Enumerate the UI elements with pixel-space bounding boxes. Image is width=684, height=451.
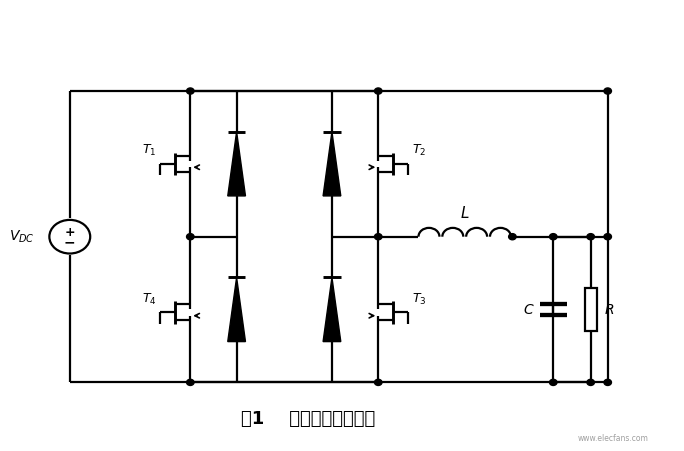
- Circle shape: [587, 234, 594, 240]
- Text: $T_1$: $T_1$: [142, 143, 157, 158]
- Text: 图1    逆变器主电路拓扑: 图1 逆变器主电路拓扑: [241, 410, 376, 428]
- Polygon shape: [228, 277, 246, 341]
- Circle shape: [604, 88, 611, 94]
- Text: $R$: $R$: [603, 303, 614, 317]
- Circle shape: [587, 379, 594, 386]
- Text: $V_{DC}$: $V_{DC}$: [9, 229, 34, 245]
- Text: $T_4$: $T_4$: [142, 292, 157, 307]
- Circle shape: [604, 234, 611, 240]
- Circle shape: [509, 234, 516, 240]
- Circle shape: [375, 234, 382, 240]
- Text: $C$: $C$: [523, 303, 534, 317]
- Bar: [585, 288, 597, 331]
- Text: $T_3$: $T_3$: [412, 292, 426, 307]
- Circle shape: [187, 88, 194, 94]
- Text: $L$: $L$: [460, 205, 469, 221]
- Polygon shape: [323, 132, 341, 196]
- Polygon shape: [323, 277, 341, 341]
- Text: +: +: [64, 226, 75, 239]
- Circle shape: [187, 379, 194, 386]
- Text: $T_2$: $T_2$: [412, 143, 426, 158]
- Circle shape: [375, 379, 382, 386]
- Text: www.elecfans.com: www.elecfans.com: [578, 434, 648, 443]
- Circle shape: [375, 88, 382, 94]
- Circle shape: [549, 234, 557, 240]
- Circle shape: [187, 234, 194, 240]
- Circle shape: [604, 379, 611, 386]
- Text: −: −: [64, 235, 76, 249]
- Polygon shape: [228, 132, 246, 196]
- Circle shape: [549, 379, 557, 386]
